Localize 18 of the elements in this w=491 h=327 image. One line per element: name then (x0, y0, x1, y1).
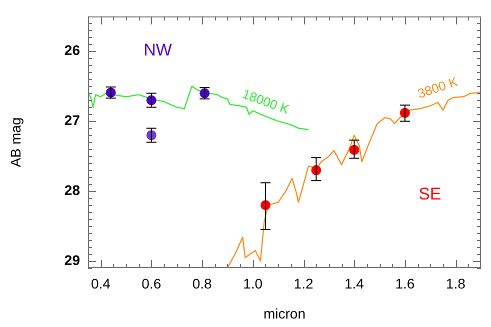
text: 3800 K (416, 74, 460, 102)
y-axis-title: AB mag (7, 117, 24, 168)
x-tick-label: 1.6 (395, 275, 415, 292)
y-tick-label: 28 (64, 182, 80, 198)
x-tick-label: 1.2 (294, 275, 314, 292)
text: NW (144, 40, 172, 60)
x-tick-label: 1.0 (243, 275, 263, 292)
y-tick-label: 26 (64, 42, 80, 58)
x-tick-label: 1.4 (344, 275, 364, 292)
text: 18000 K (240, 86, 292, 117)
y-tick-label: 29 (64, 252, 80, 268)
text: SE (418, 184, 442, 204)
x-tick-label: 0.6 (142, 275, 162, 292)
x-tick-label: 0.8 (192, 275, 212, 292)
x-tick-label: 1.8 (446, 275, 466, 292)
y-tick-label: 27 (64, 112, 80, 128)
x-tick-label: 0.4 (90, 275, 111, 292)
x-axis-title: micron (263, 305, 306, 322)
